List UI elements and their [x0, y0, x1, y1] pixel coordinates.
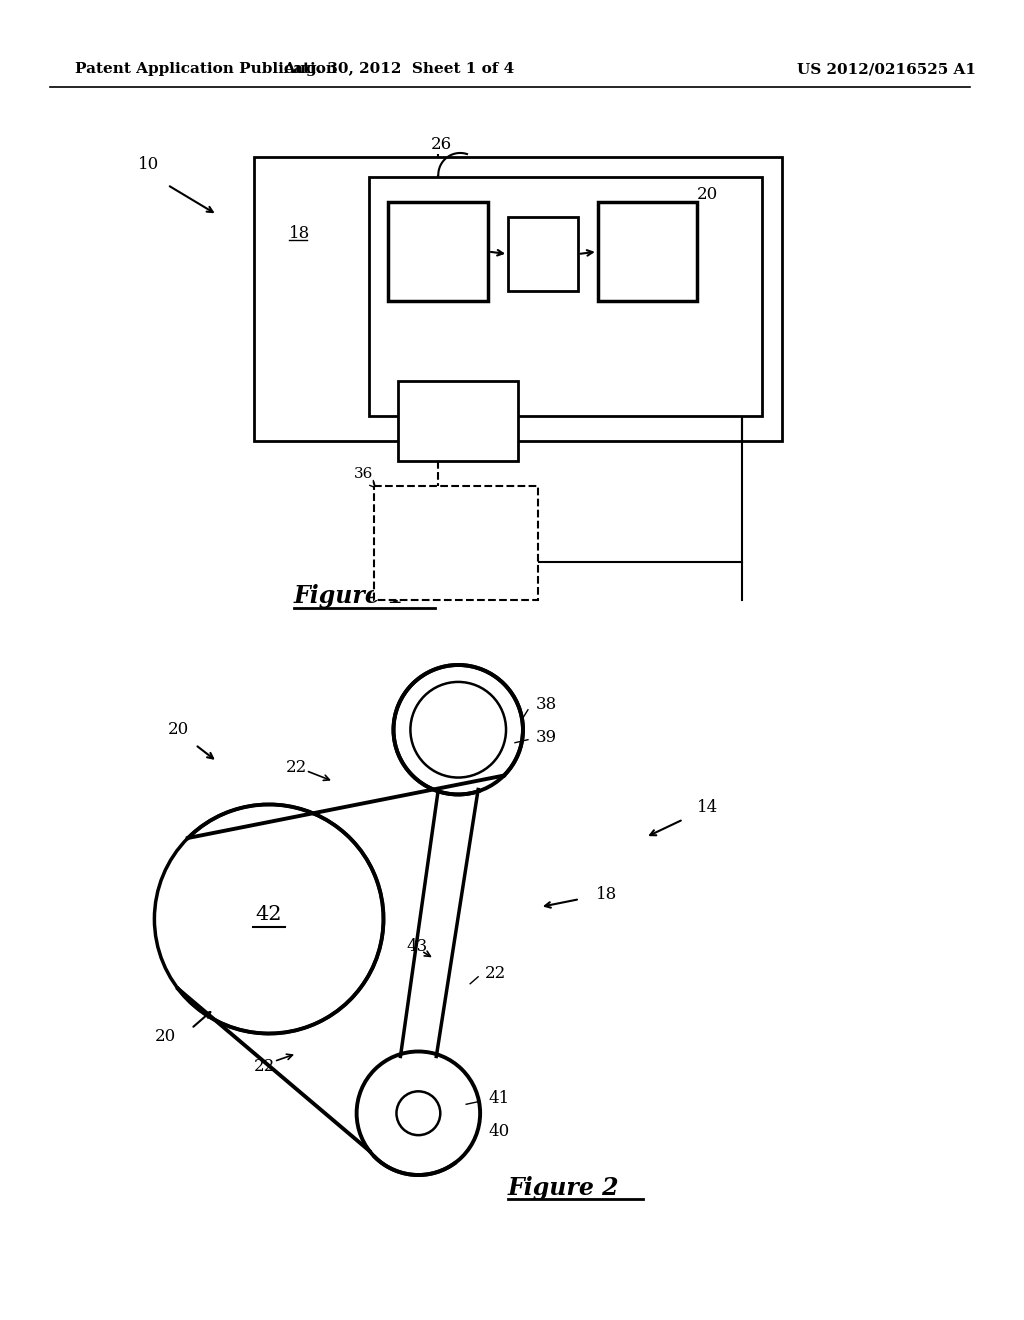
Text: 18: 18 [289, 226, 310, 242]
Text: 14: 14 [427, 240, 450, 259]
Text: 10: 10 [137, 157, 159, 173]
Bar [598, 202, 697, 301]
Text: 41: 41 [488, 1090, 509, 1106]
Text: 20: 20 [155, 1028, 176, 1045]
Bar [398, 381, 518, 461]
Text: 16: 16 [636, 240, 659, 259]
Text: 22: 22 [286, 759, 307, 776]
Text: 26: 26 [430, 136, 452, 153]
Text: 42: 42 [256, 904, 283, 924]
Text: 22: 22 [254, 1057, 275, 1074]
Text: 20: 20 [697, 186, 719, 203]
Text: 36: 36 [353, 467, 373, 480]
Text: 18: 18 [596, 886, 616, 903]
Text: 30: 30 [384, 576, 402, 589]
Text: 32: 32 [446, 411, 470, 428]
Text: Patent Application Publication: Patent Application Publication [75, 62, 337, 77]
Text: Aug. 30, 2012  Sheet 1 of 4: Aug. 30, 2012 Sheet 1 of 4 [283, 62, 514, 77]
Text: 22: 22 [485, 965, 506, 982]
Text: US 2012/0216525 A1: US 2012/0216525 A1 [797, 62, 976, 77]
Bar [508, 216, 578, 292]
Text: 43: 43 [407, 939, 428, 956]
Text: 40: 40 [488, 1123, 509, 1139]
Bar [388, 202, 488, 301]
Text: Figure 1: Figure 1 [294, 585, 406, 609]
Text: Figure 2: Figure 2 [508, 1176, 620, 1200]
Bar [254, 157, 782, 441]
Bar [374, 486, 538, 601]
Text: 14: 14 [697, 799, 719, 816]
Text: 17: 17 [532, 244, 554, 260]
Text: 38: 38 [536, 697, 557, 713]
Text: 39: 39 [536, 729, 557, 746]
Text: 20: 20 [167, 721, 188, 738]
Bar [369, 177, 762, 416]
